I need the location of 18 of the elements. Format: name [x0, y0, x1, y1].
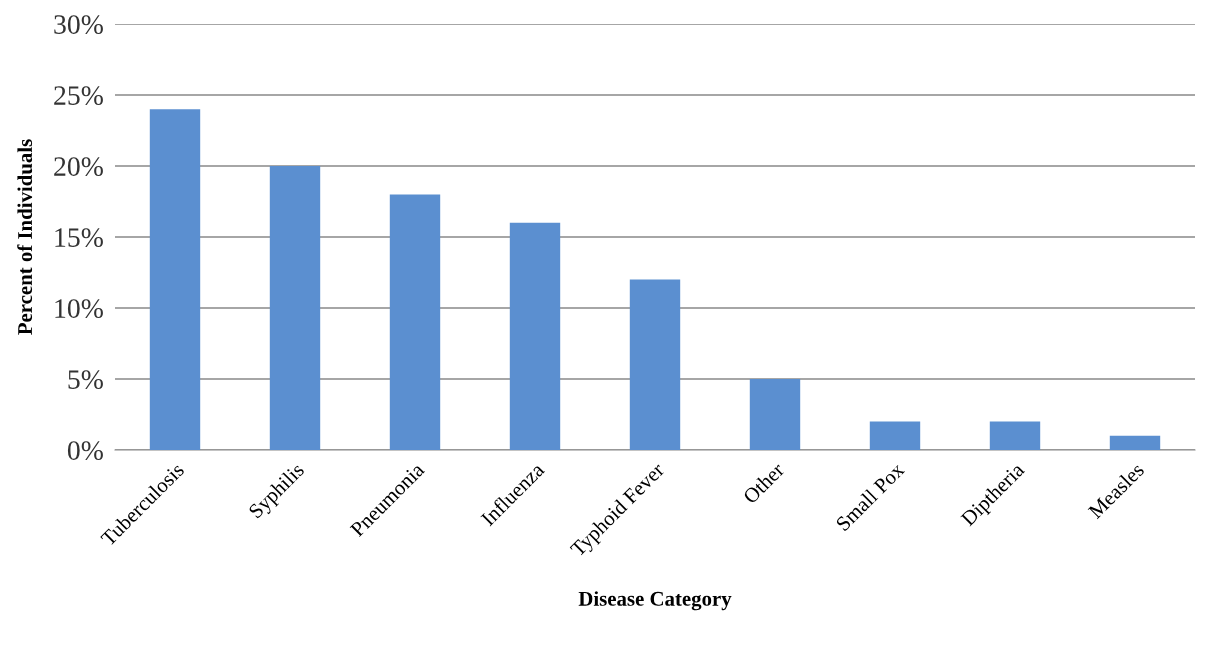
bar [869, 421, 921, 450]
y-tick-label: 25% [54, 86, 103, 105]
y-tick-label: 15% [55, 228, 103, 247]
bar [629, 279, 681, 450]
bar [509, 222, 561, 450]
y-tick-label: 10% [55, 299, 103, 318]
y-tick-label: 20% [54, 157, 103, 176]
bar [1109, 435, 1161, 450]
bar [149, 109, 201, 450]
bar [269, 166, 321, 450]
y-axis-title: Percent of Individuals [17, 139, 33, 335]
y-tick-label: 30% [54, 15, 103, 34]
bar [749, 379, 801, 450]
bar [989, 421, 1041, 450]
y-tick-label: 5% [68, 370, 103, 389]
y-tick-label: 0% [67, 441, 103, 460]
x-axis-title: Disease Category [578, 591, 732, 611]
bar [389, 194, 441, 450]
